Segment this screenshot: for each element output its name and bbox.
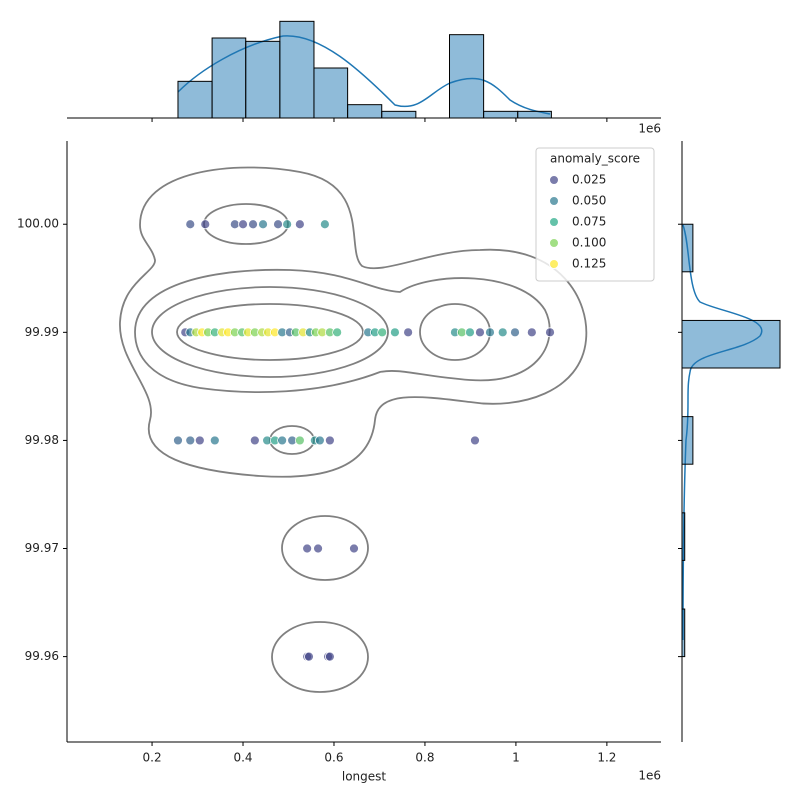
legend-label: 0.100 xyxy=(572,236,606,250)
scatter-point xyxy=(273,219,283,230)
contour xyxy=(134,268,551,393)
top-hist-bar xyxy=(177,80,213,119)
right-hist-bar xyxy=(681,223,694,273)
scatter-point xyxy=(304,651,314,662)
x-tick-label: 0.6 xyxy=(324,751,343,765)
scatter-point xyxy=(229,219,240,230)
legend: anomaly_score 0.025 0.050 0.075 0.100 0.125 xyxy=(535,147,655,282)
legend-frame xyxy=(535,147,655,282)
scatter-point xyxy=(319,219,330,230)
scatter-point xyxy=(332,327,343,338)
scatter-point xyxy=(185,219,196,230)
y-tick-label: 99.98 xyxy=(25,433,59,447)
y-tick-label: 99.96 xyxy=(25,649,59,663)
scatter-point xyxy=(497,327,508,338)
contour xyxy=(119,166,588,478)
legend-label: 0.050 xyxy=(572,194,606,208)
right-hist-bar xyxy=(681,608,686,658)
scatter-point xyxy=(465,327,475,338)
x-offset-label: 1e6 xyxy=(638,769,661,783)
scatter-point xyxy=(282,219,293,230)
legend-label: 0.125 xyxy=(572,257,606,271)
scatter-point xyxy=(314,435,325,446)
density-contours xyxy=(119,166,588,693)
scatter-point xyxy=(302,543,313,554)
top-hist-bar xyxy=(347,104,383,119)
legend-marker xyxy=(549,196,559,206)
top-hist-bar xyxy=(313,67,349,119)
scatter-point xyxy=(200,219,211,230)
top-hist-bar xyxy=(211,37,247,119)
scatter-point xyxy=(324,651,335,662)
legend-marker xyxy=(549,238,559,248)
legend-marker xyxy=(549,175,559,185)
scatter-point xyxy=(185,435,196,446)
scatter-points xyxy=(173,219,555,662)
right-hist-bar xyxy=(681,319,781,369)
scatter-point xyxy=(277,435,288,446)
contour xyxy=(151,286,389,378)
top-hist-bar xyxy=(517,110,552,119)
contour xyxy=(271,621,369,693)
legend-title: anomaly_score xyxy=(550,152,640,166)
scatter-point xyxy=(249,435,260,446)
scatter-point xyxy=(294,435,305,446)
legend-label: 0.075 xyxy=(572,215,606,229)
scatter-point xyxy=(390,327,400,338)
top-hist-bar xyxy=(279,20,315,119)
x-tick-label: 0.2 xyxy=(143,751,162,765)
scatter-point xyxy=(526,327,537,338)
scatter-point xyxy=(258,219,268,230)
right-hist-bar xyxy=(681,512,686,561)
contour xyxy=(176,303,364,361)
y-tick-label: 100.00 xyxy=(17,217,59,231)
top-offset-label: 1e6 xyxy=(638,122,661,136)
scatter-point xyxy=(510,327,520,338)
top-hist-bar xyxy=(483,110,519,119)
scatter-point xyxy=(475,327,485,338)
scatter-point xyxy=(485,327,495,338)
scatter-point xyxy=(209,435,220,446)
right-hist-bar xyxy=(681,416,694,465)
scatter-point xyxy=(248,219,258,230)
scatter-point xyxy=(470,435,480,446)
y-tick-label: 99.97 xyxy=(25,541,59,555)
scatter-point xyxy=(349,543,359,554)
scatter-point xyxy=(238,219,248,230)
scatter-point xyxy=(173,435,183,446)
scatter-point xyxy=(377,327,388,338)
right-kde-curve xyxy=(682,224,763,641)
top-hist-bar xyxy=(381,110,417,119)
scatter-point xyxy=(313,543,323,554)
top-hist-bar xyxy=(245,40,281,119)
scatter-point xyxy=(545,327,555,338)
scatter-point xyxy=(294,219,305,230)
legend-marker xyxy=(549,259,559,269)
scatter-point xyxy=(403,327,414,338)
legend-marker xyxy=(549,217,559,227)
x-axis-label: longest xyxy=(342,770,387,784)
scatter-point xyxy=(194,435,205,446)
contour xyxy=(281,515,369,581)
scatter-point xyxy=(456,327,467,338)
scatter-point xyxy=(324,435,335,446)
legend-label: 0.025 xyxy=(572,173,606,187)
x-tick-label: 1 xyxy=(512,751,520,765)
x-tick-label: 0.8 xyxy=(415,751,434,765)
x-tick-label: 0.4 xyxy=(233,751,252,765)
y-tick-label: 99.99 xyxy=(25,325,59,339)
x-tick-label: 1.2 xyxy=(597,751,616,765)
top-hist-bar xyxy=(449,34,485,119)
